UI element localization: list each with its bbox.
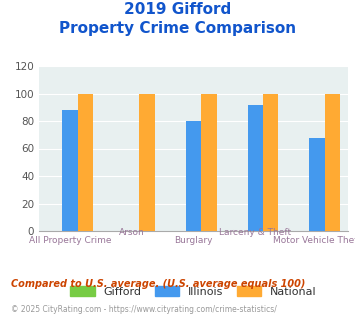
Text: Arson: Arson: [119, 228, 144, 237]
Text: 2019 Gifford: 2019 Gifford: [124, 2, 231, 16]
Text: Larceny & Theft: Larceny & Theft: [219, 228, 291, 237]
Bar: [201, 93, 217, 231]
Text: © 2025 CityRating.com - https://www.cityrating.com/crime-statistics/: © 2025 CityRating.com - https://www.city…: [11, 305, 277, 314]
Bar: [186, 121, 201, 231]
Text: All Property Crime: All Property Crime: [29, 236, 111, 245]
Bar: [140, 93, 155, 231]
Text: Burglary: Burglary: [174, 236, 213, 245]
Bar: [263, 93, 278, 231]
Bar: [78, 93, 93, 231]
Text: Motor Vehicle Theft: Motor Vehicle Theft: [273, 236, 355, 245]
Text: Property Crime Comparison: Property Crime Comparison: [59, 21, 296, 36]
Legend: Gifford, Illinois, National: Gifford, Illinois, National: [70, 286, 317, 297]
Bar: [247, 105, 263, 231]
Bar: [62, 110, 78, 231]
Bar: [309, 138, 325, 231]
Text: Compared to U.S. average. (U.S. average equals 100): Compared to U.S. average. (U.S. average …: [11, 279, 305, 289]
Bar: [325, 93, 340, 231]
